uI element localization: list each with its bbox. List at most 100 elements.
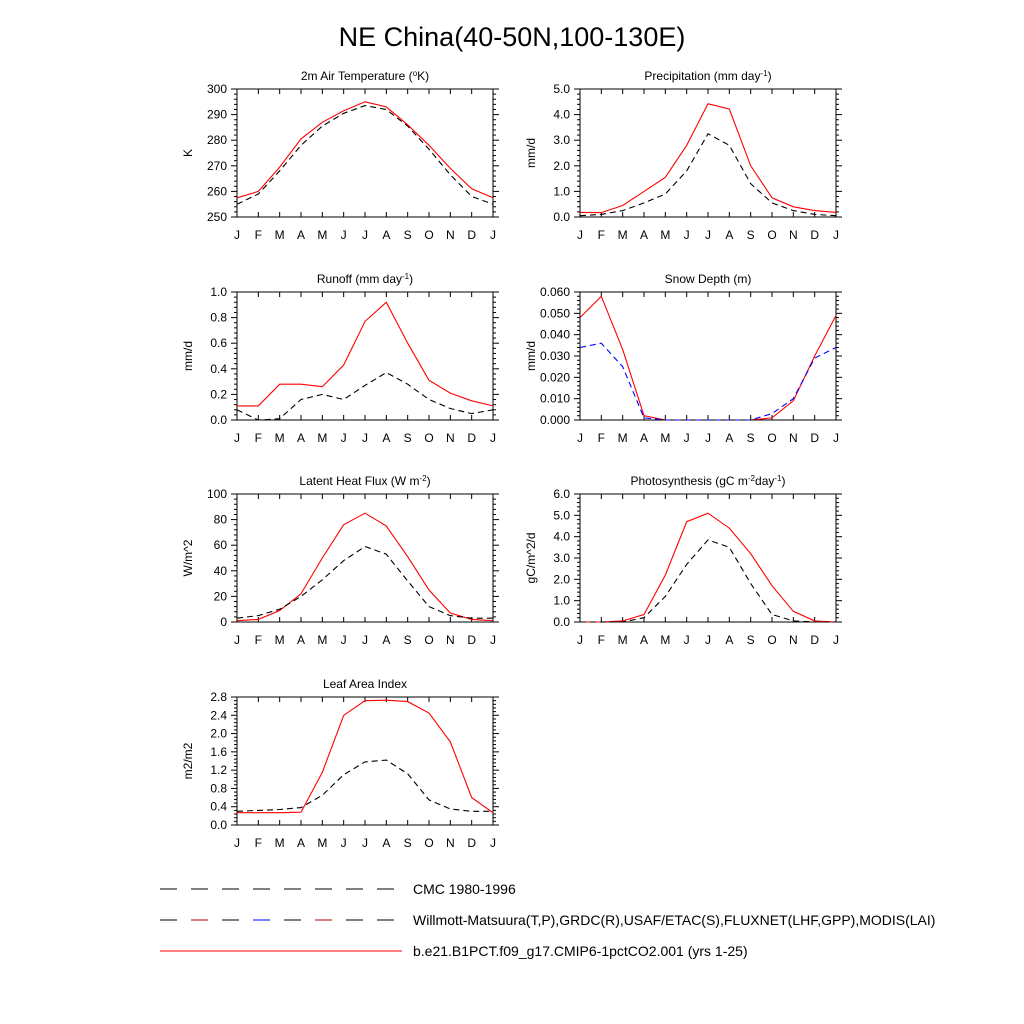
x-tick-label: N — [789, 431, 798, 445]
x-tick-label: J — [362, 633, 368, 647]
x-tick-label: J — [705, 633, 711, 647]
x-tick-label: J — [833, 228, 839, 242]
plot-frame — [579, 291, 837, 421]
legend-item-model: b.e21.B1PCT.f09_g17.CMIP6-1pctCO2.001 (y… — [160, 943, 748, 959]
x-tick-label: F — [255, 228, 262, 242]
x-tick-label: J — [684, 633, 690, 647]
x-tick-label: A — [297, 228, 305, 242]
x-tick-label: F — [598, 228, 605, 242]
y-tick-label: 2.8 — [210, 690, 227, 704]
series-line-obs — [236, 371, 494, 421]
y-tick-label: 6.0 — [553, 487, 570, 501]
x-tick-label: J — [362, 228, 368, 242]
y-tick-label: 0.030 — [540, 349, 570, 363]
panel-1: 2m Air Temperature (oK)KJ F M A M J J A S O N D J250… — [181, 69, 499, 242]
series-line-cmc — [579, 342, 837, 421]
y-tick-label: 100 — [207, 487, 227, 501]
x-tick-label: M — [660, 633, 670, 647]
series-line-model — [237, 301, 494, 407]
series-line-obs — [236, 545, 493, 619]
y-axis-label: W/m^2 — [181, 539, 195, 576]
y-tick-label: 270 — [207, 159, 227, 173]
x-tick-label: A — [725, 228, 733, 242]
x-tick-label: J — [490, 633, 496, 647]
x-tick-label: A — [640, 228, 648, 242]
y-tick-label: 3.0 — [553, 551, 570, 565]
x-tick-label: J — [577, 431, 583, 445]
x-tick-label: J — [490, 836, 496, 850]
plot-frame — [236, 88, 494, 218]
panel-6: Photosynthesis (gC m-2day-1)gC/m^2/dJ F M A… — [524, 474, 842, 647]
x-tick-label: M — [660, 431, 670, 445]
plot-frame — [579, 88, 837, 218]
y-tick-label: 4.0 — [553, 530, 570, 544]
y-tick-label: 0.040 — [540, 328, 570, 342]
figure-title: NE China(40-50N,100-130E) — [339, 22, 686, 52]
x-tick-label: J — [362, 431, 368, 445]
x-tick-label: F — [255, 836, 262, 850]
x-tick-label: J — [490, 228, 496, 242]
x-tick-label: A — [640, 633, 648, 647]
x-tick-label: D — [467, 228, 476, 242]
y-tick-label: 0.8 — [210, 311, 227, 325]
x-tick-label: N — [446, 836, 455, 850]
x-tick-label: J — [577, 228, 583, 242]
plot-frame — [236, 291, 494, 421]
x-tick-label: J — [684, 228, 690, 242]
x-tick-label: J — [490, 431, 496, 445]
x-tick-label: D — [810, 228, 819, 242]
y-tick-label: 0.020 — [540, 370, 570, 384]
x-tick-label: S — [747, 431, 755, 445]
y-tick-label: 4.0 — [553, 108, 570, 122]
x-tick-label: M — [317, 228, 327, 242]
x-tick-label: F — [598, 431, 605, 445]
y-tick-label: 0.6 — [210, 336, 227, 350]
x-tick-label: F — [255, 431, 262, 445]
x-tick-label: M — [618, 633, 628, 647]
x-tick-label: N — [446, 431, 455, 445]
x-tick-label: A — [640, 431, 648, 445]
y-axis-label: m2/m2 — [181, 742, 195, 779]
panel-title: 2m Air Temperature (oK) — [301, 69, 429, 84]
x-tick-label: D — [467, 633, 476, 647]
x-tick-label: O — [424, 633, 433, 647]
y-tick-label: 0.0 — [210, 818, 227, 832]
y-tick-label: 80 — [214, 513, 228, 527]
x-tick-label: S — [404, 228, 412, 242]
x-tick-label: A — [297, 836, 305, 850]
x-tick-label: M — [618, 431, 628, 445]
legend-label: CMC 1980-1996 — [413, 881, 516, 897]
x-tick-label: O — [767, 633, 776, 647]
x-tick-label: M — [317, 633, 327, 647]
panel-3: Runoff (mm day-1)mm/dJ F M A M J J A S O N D J0.00.2… — [181, 272, 499, 445]
x-tick-label: A — [382, 431, 390, 445]
x-tick-label: M — [618, 228, 628, 242]
x-tick-label: A — [382, 836, 390, 850]
series-line-model — [236, 101, 494, 199]
x-tick-label: N — [789, 633, 798, 647]
plot-frame — [236, 696, 494, 826]
x-tick-label: M — [275, 633, 285, 647]
x-tick-label: D — [467, 431, 476, 445]
x-tick-label: M — [317, 431, 327, 445]
series-line-model — [237, 699, 494, 814]
x-tick-label: O — [424, 228, 433, 242]
x-tick-label: J — [705, 228, 711, 242]
y-axis-label: K — [181, 149, 195, 157]
y-tick-label: 300 — [207, 82, 227, 96]
y-tick-label: 0 — [220, 615, 227, 629]
x-tick-label: A — [297, 431, 305, 445]
x-tick-label: J — [234, 836, 240, 850]
y-axis-label: mm/d — [524, 341, 538, 371]
x-tick-label: J — [234, 431, 240, 445]
x-tick-label: A — [382, 228, 390, 242]
y-tick-label: 250 — [207, 210, 227, 224]
series-line-model — [579, 103, 837, 214]
panel-4: Snow Depth (m)mm/dJ F M A M J J A S O N D J0.0000.01… — [524, 272, 842, 445]
x-tick-label: D — [467, 836, 476, 850]
y-tick-label: 0.4 — [210, 800, 227, 814]
y-tick-label: 2.0 — [210, 727, 227, 741]
panel-5: Latent Heat Flux (W m-2)W/m^2J F M A M J J A S O N… — [181, 474, 499, 647]
